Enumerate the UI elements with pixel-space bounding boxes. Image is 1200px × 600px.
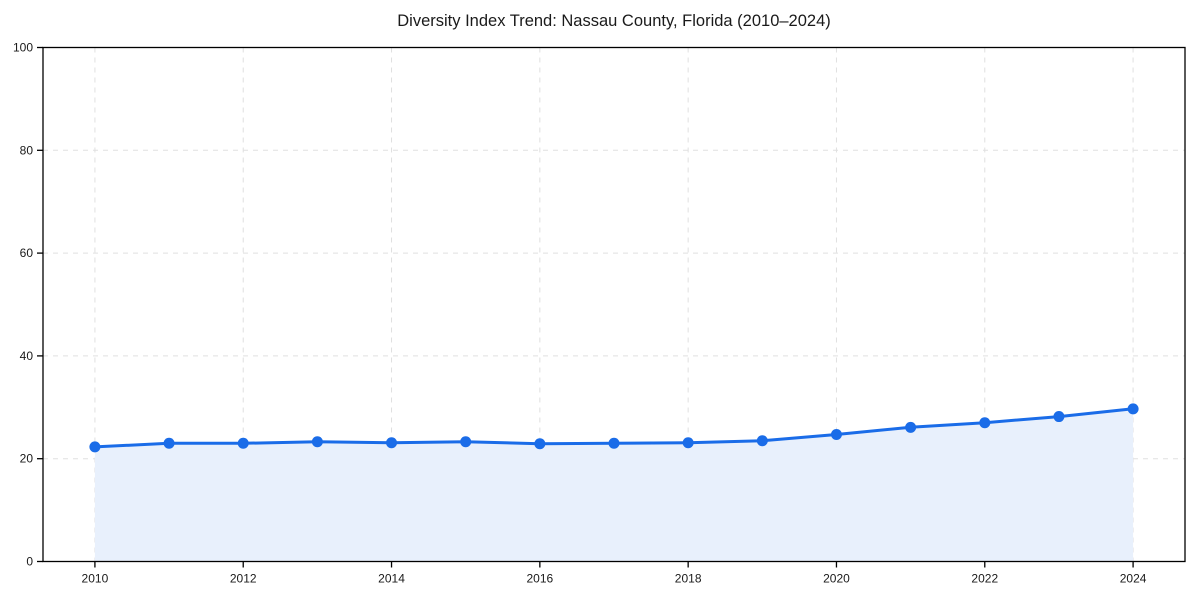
data-point-2016: [534, 438, 546, 450]
x-tick-label: 2012: [230, 572, 257, 586]
data-point-2019: [756, 435, 768, 447]
data-point-2013: [311, 436, 323, 448]
y-tick-label: 40: [20, 349, 34, 363]
data-point-2022: [979, 417, 991, 429]
data-point-2014: [386, 437, 398, 449]
data-point-2023: [1053, 411, 1065, 423]
data-point-2012: [237, 437, 249, 449]
x-tick-label: 2016: [526, 572, 553, 586]
data-point-2024: [1127, 403, 1139, 415]
data-point-2018: [682, 437, 694, 449]
y-tick-label: 20: [20, 452, 34, 466]
data-point-2017: [608, 437, 620, 449]
y-tick-label: 100: [13, 41, 33, 55]
plot-box: [42, 46, 1186, 563]
data-point-2015: [460, 436, 472, 448]
series-area-fill: [94, 408, 1134, 562]
x-tick-label: 2024: [1120, 572, 1147, 586]
y-tick-label: 60: [20, 246, 34, 260]
data-point-2011: [163, 437, 175, 449]
y-tick-label: 0: [26, 555, 33, 569]
x-tick-label: 2020: [823, 572, 850, 586]
x-tick-label: 2014: [378, 572, 405, 586]
data-point-2010: [89, 441, 101, 453]
x-tick-label: 2018: [675, 572, 702, 586]
x-tick-label: 2022: [971, 572, 998, 586]
data-point-2021: [905, 421, 917, 433]
chart-title: Diversity Index Trend: Nassau County, Fl…: [397, 12, 831, 30]
data-point-2020: [830, 429, 842, 441]
x-tick-label: 2010: [82, 572, 109, 586]
y-tick-label: 80: [20, 143, 34, 157]
